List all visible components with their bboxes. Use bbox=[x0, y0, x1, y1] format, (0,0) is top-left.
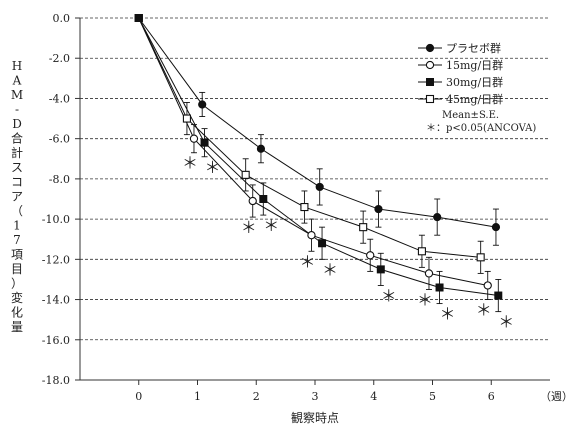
data-point bbox=[259, 195, 268, 203]
significance-star: ＊ bbox=[476, 301, 492, 320]
data-point bbox=[374, 204, 383, 214]
x-tick-label: 4 bbox=[370, 390, 377, 403]
data-point bbox=[241, 170, 250, 179]
data-point bbox=[134, 14, 143, 22]
x-tick-label: 0 bbox=[135, 390, 142, 403]
data-point bbox=[359, 223, 368, 232]
x-tick-label: 3 bbox=[312, 390, 319, 403]
significance-star: ＊ bbox=[417, 291, 433, 310]
data-point bbox=[494, 291, 503, 300]
legend-label: 30mg/日群 bbox=[446, 75, 503, 89]
legend-marker bbox=[425, 60, 435, 70]
significance-star: ＊ bbox=[182, 154, 198, 173]
data-point bbox=[182, 114, 191, 123]
data-point bbox=[256, 144, 266, 153]
data-point bbox=[366, 251, 375, 260]
data-point bbox=[200, 138, 209, 147]
legend-marker bbox=[425, 94, 435, 104]
data-point bbox=[424, 269, 434, 278]
legend-marker bbox=[426, 78, 434, 86]
data-point bbox=[433, 213, 442, 222]
significance-star: ＊ bbox=[241, 218, 257, 237]
y-tick-label: -16.0 bbox=[42, 334, 70, 347]
data-point bbox=[476, 253, 485, 262]
y-tick-label: -8.0 bbox=[49, 173, 70, 186]
data-point bbox=[483, 281, 492, 290]
y-tick-label: -18.0 bbox=[42, 374, 70, 387]
y-tick-label: -2.0 bbox=[49, 52, 70, 65]
data-point bbox=[491, 223, 501, 232]
y-tick-label: -14.0 bbox=[42, 294, 70, 307]
significance-star: ＊ bbox=[322, 260, 338, 279]
significance-star: ＊ bbox=[205, 158, 221, 177]
x-tick-label: 6 bbox=[488, 390, 495, 403]
y-tick-label: -4.0 bbox=[49, 92, 70, 105]
legend-label: 45mg/日群 bbox=[446, 92, 503, 106]
data-point bbox=[198, 100, 207, 109]
legend-marker bbox=[425, 43, 435, 53]
data-point bbox=[318, 239, 327, 248]
stats-note: Mean±S.E. bbox=[442, 110, 499, 121]
significance-note: ＊：p<0.05(ANCOVA) bbox=[426, 123, 536, 134]
y-tick-label: -10.0 bbox=[42, 213, 70, 226]
significance-star: ＊ bbox=[263, 216, 279, 235]
x-tick-label: 1 bbox=[194, 390, 201, 403]
y-tick-label: 0.0 bbox=[53, 12, 71, 25]
y-tick-label: -12.0 bbox=[42, 253, 70, 266]
significance-star: ＊ bbox=[440, 305, 456, 324]
data-point bbox=[300, 202, 309, 212]
significance-star: ＊ bbox=[299, 252, 315, 271]
x-axis-title: 観察時点 bbox=[291, 411, 339, 425]
significance-star: ＊ bbox=[381, 286, 397, 305]
data-point bbox=[248, 196, 257, 206]
data-point bbox=[376, 265, 385, 274]
data-point bbox=[315, 182, 324, 192]
x-axis-unit: （週） bbox=[540, 390, 573, 403]
x-tick-label: 5 bbox=[429, 390, 436, 403]
y-axis-title: H A M -D 合計スコア（ 1 7 項目）変化量 bbox=[11, 59, 23, 334]
data-point bbox=[189, 134, 199, 143]
legend-label: 15mg/日群 bbox=[446, 58, 503, 72]
legend-label: プラセボ群 bbox=[446, 41, 501, 55]
data-point bbox=[307, 231, 316, 240]
y-tick-label: -6.0 bbox=[49, 133, 70, 146]
x-tick-label: 2 bbox=[253, 390, 260, 403]
significance-star: ＊ bbox=[498, 313, 514, 332]
data-point bbox=[435, 283, 444, 292]
data-point bbox=[417, 247, 426, 256]
